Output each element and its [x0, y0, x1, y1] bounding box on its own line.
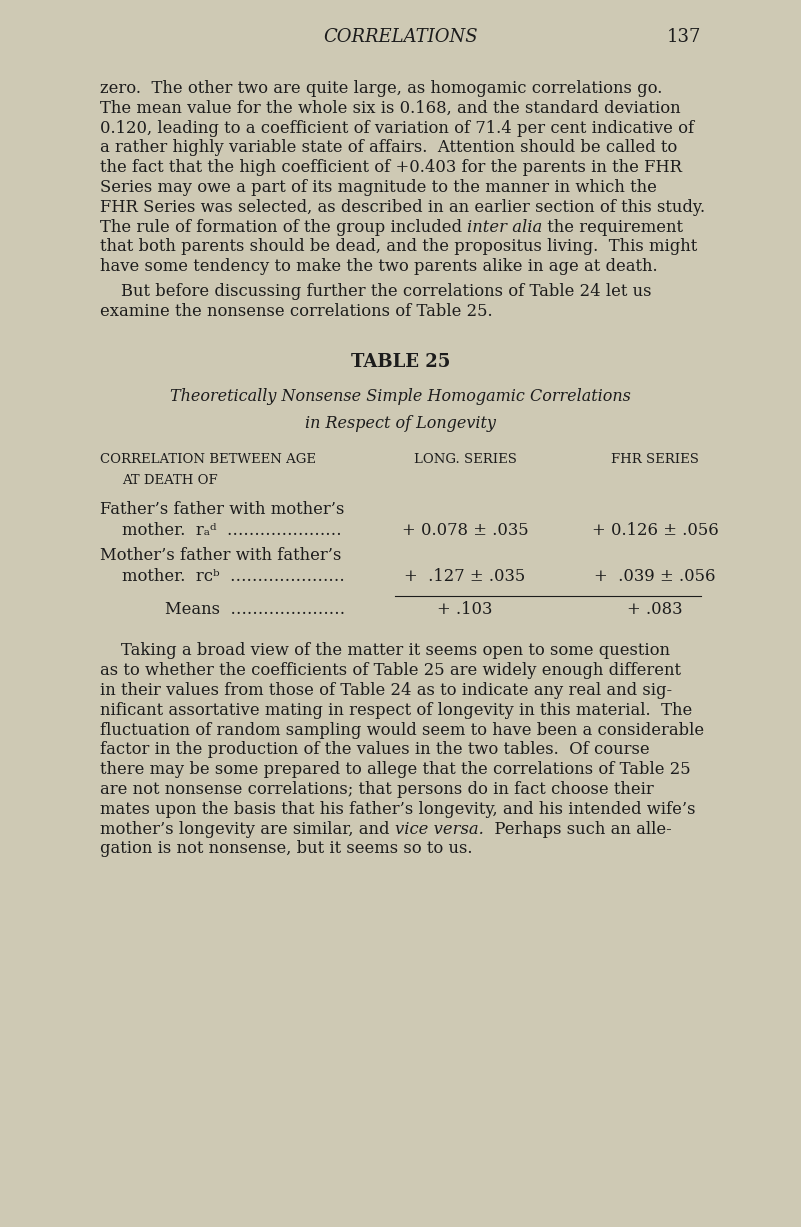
Text: mates upon the basis that his father’s longevity, and his intended wife’s: mates upon the basis that his father’s l…: [100, 801, 695, 817]
Text: Series may owe a part of its magnitude to the manner in which the: Series may owe a part of its magnitude t…: [100, 179, 657, 196]
Text: zero.  The other two are quite large, as homogamic correlations go.: zero. The other two are quite large, as …: [100, 80, 662, 97]
Text: Mother’s father with father’s: Mother’s father with father’s: [100, 547, 341, 564]
Text: + .083: + .083: [627, 601, 682, 617]
Text: Means  …………………: Means …………………: [165, 601, 345, 617]
Text: 137: 137: [666, 28, 701, 45]
Text: are not nonsense correlations; that persons do in fact choose their: are not nonsense correlations; that pers…: [100, 780, 654, 798]
Text: FHR SERIES: FHR SERIES: [611, 453, 699, 466]
Text: examine the nonsense correlations of Table 25.: examine the nonsense correlations of Tab…: [100, 303, 493, 320]
Text: FHR Series was selected, as described in an earlier section of this study.: FHR Series was selected, as described in…: [100, 199, 705, 216]
Text: But before discussing further the correlations of Table 24 let us: But before discussing further the correl…: [100, 283, 651, 299]
Text: Theoretically Nonsense Simple Homogamic Correlations: Theoretically Nonsense Simple Homogamic …: [170, 388, 631, 405]
Text: factor in the production of the values in the two tables.  Of course: factor in the production of the values i…: [100, 741, 650, 758]
Text: The rule of formation of the group included: The rule of formation of the group inclu…: [100, 218, 467, 236]
Text: 0.120, leading to a coefficient of variation of 71.4 per cent indicative of: 0.120, leading to a coefficient of varia…: [100, 119, 694, 136]
Text: there may be some prepared to allege that the correlations of Table 25: there may be some prepared to allege tha…: [100, 761, 690, 778]
Text: as to whether the coefficients of Table 25 are widely enough different: as to whether the coefficients of Table …: [100, 663, 681, 680]
Text: TABLE 25: TABLE 25: [351, 353, 450, 372]
Text: inter alia: inter alia: [467, 218, 542, 236]
Text: nificant assortative mating in respect of longevity in this material.  The: nificant assortative mating in respect o…: [100, 702, 692, 719]
Text: + 0.078 ± .035: + 0.078 ± .035: [401, 521, 529, 539]
Text: mother.  rₐᵈ  …………………: mother. rₐᵈ …………………: [122, 521, 341, 539]
Text: + 0.126 ± .056: + 0.126 ± .056: [592, 521, 718, 539]
Text: in Respect of Longevity: in Respect of Longevity: [305, 415, 496, 432]
Text: fluctuation of random sampling would seem to have been a considerable: fluctuation of random sampling would see…: [100, 721, 704, 739]
Text: +  .039 ± .056: + .039 ± .056: [594, 568, 716, 585]
Text: mother.  rᴄᵇ  …………………: mother. rᴄᵇ …………………: [122, 568, 344, 585]
Text: mother’s longevity are similar, and: mother’s longevity are similar, and: [100, 821, 395, 838]
Text: the fact that the high coefficient of +0.403 for the parents in the FHR: the fact that the high coefficient of +0…: [100, 160, 682, 177]
Text: The mean value for the whole six is 0.168, and the standard deviation: The mean value for the whole six is 0.16…: [100, 99, 681, 117]
Text: that both parents should be dead, and the propositus living.  This might: that both parents should be dead, and th…: [100, 238, 697, 255]
Text: Taking a broad view of the matter it seems open to some question: Taking a broad view of the matter it see…: [100, 643, 670, 659]
Text: have some tendency to make the two parents alike in age at death.: have some tendency to make the two paren…: [100, 258, 658, 275]
Text: gation is not nonsense, but it seems so to us.: gation is not nonsense, but it seems so …: [100, 840, 473, 858]
Text: the requirement: the requirement: [542, 218, 683, 236]
Text: LONG. SERIES: LONG. SERIES: [413, 453, 517, 466]
Text: CORRELATION BETWEEN AGE: CORRELATION BETWEEN AGE: [100, 453, 316, 466]
Text: vice versa.: vice versa.: [395, 821, 484, 838]
Text: AT DEATH OF: AT DEATH OF: [122, 474, 218, 487]
Text: + .103: + .103: [437, 601, 493, 617]
Text: a rather highly variable state of affairs.  Attention should be called to: a rather highly variable state of affair…: [100, 140, 678, 156]
Text: CORRELATIONS: CORRELATIONS: [323, 28, 478, 45]
Text: Perhaps such an alle-: Perhaps such an alle-: [484, 821, 671, 838]
Text: +  .127 ± .035: + .127 ± .035: [405, 568, 525, 585]
Text: Father’s father with mother’s: Father’s father with mother’s: [100, 501, 344, 518]
Text: in their values from those of Table 24 as to indicate any real and sig-: in their values from those of Table 24 a…: [100, 682, 672, 699]
